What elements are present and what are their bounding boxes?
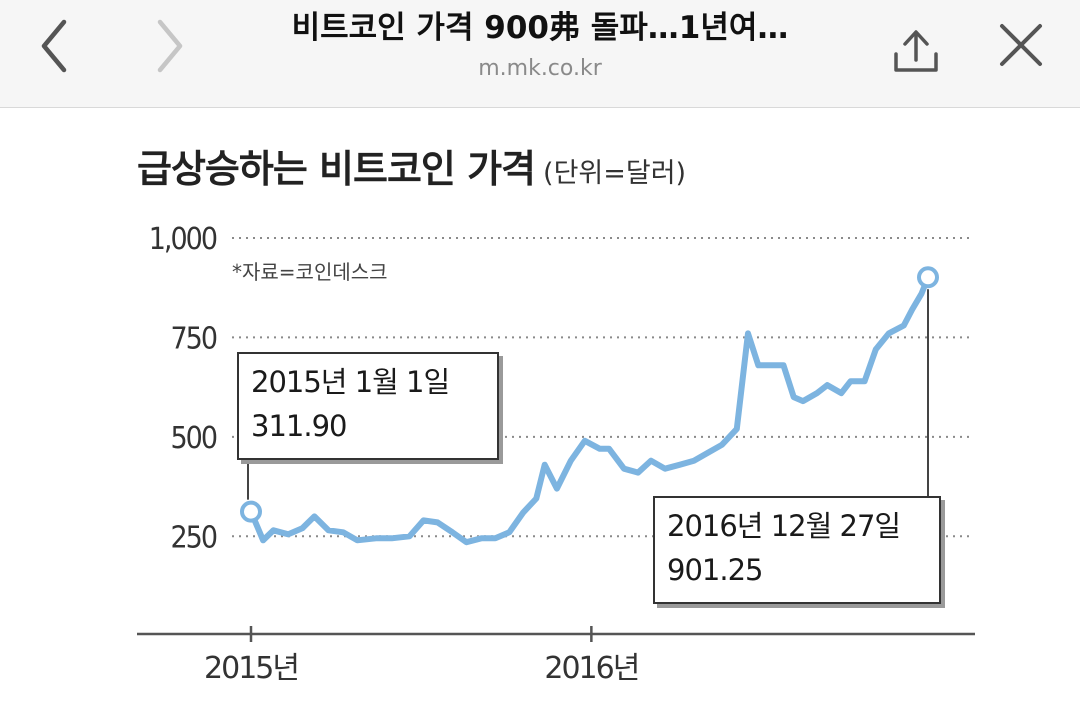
x-tick-label: 2015년: [204, 651, 298, 686]
y-tick-label: 250: [170, 520, 216, 555]
chart-image: [0, 109, 1080, 717]
forward-button[interactable]: [138, 14, 202, 78]
chart-title: 급상승하는 비트코인 가격 (단위=달러): [137, 138, 686, 193]
chevron-left-icon: [41, 19, 67, 73]
y-tick-label: 1,000: [149, 222, 217, 257]
browser-toolbar: 비트코인 가격 900弗 돌파…1년여… m.mk.co.kr: [0, 0, 1080, 108]
share-icon: [894, 30, 938, 72]
source-note: *자료=코인데스크: [232, 260, 388, 284]
close-button[interactable]: [988, 14, 1052, 78]
start-price-label: 311.90: [251, 409, 347, 443]
end-date-label: 2016년 12월 27일: [667, 509, 901, 543]
share-button[interactable]: [884, 14, 948, 78]
page-header: 비트코인 가격 900弗 돌파…1년여… m.mk.co.kr: [210, 6, 870, 84]
chart-unit-label: (단위=달러): [543, 158, 687, 189]
x-tick-label: 2016년: [544, 651, 638, 686]
back-button[interactable]: [22, 14, 86, 78]
axes: 1,000 750 500 250 2015년 2016년: [137, 222, 975, 686]
series-layer: [240, 266, 939, 546]
page-title: 비트코인 가격 900弗 돌파…1년여…: [291, 10, 789, 46]
page-url[interactable]: m.mk.co.kr: [478, 56, 602, 81]
price-series-line: [248, 274, 931, 546]
start-date-label: 2015년 1월 1일: [251, 365, 450, 399]
start-point-marker: [240, 500, 262, 523]
close-icon: [1000, 24, 1042, 66]
end-price-label: 901.25: [667, 553, 763, 587]
start-value-callout: 2015년 1월 1일 311.90: [237, 352, 499, 460]
y-tick-label: 750: [170, 321, 216, 356]
end-value-callout: 2016년 12월 27일 901.25: [653, 496, 941, 604]
end-point-marker: [917, 266, 939, 289]
y-tick-label: 500: [170, 421, 216, 456]
chevron-right-icon: [157, 19, 183, 73]
chart-title-text: 급상승하는 비트코인 가격: [137, 147, 536, 191]
